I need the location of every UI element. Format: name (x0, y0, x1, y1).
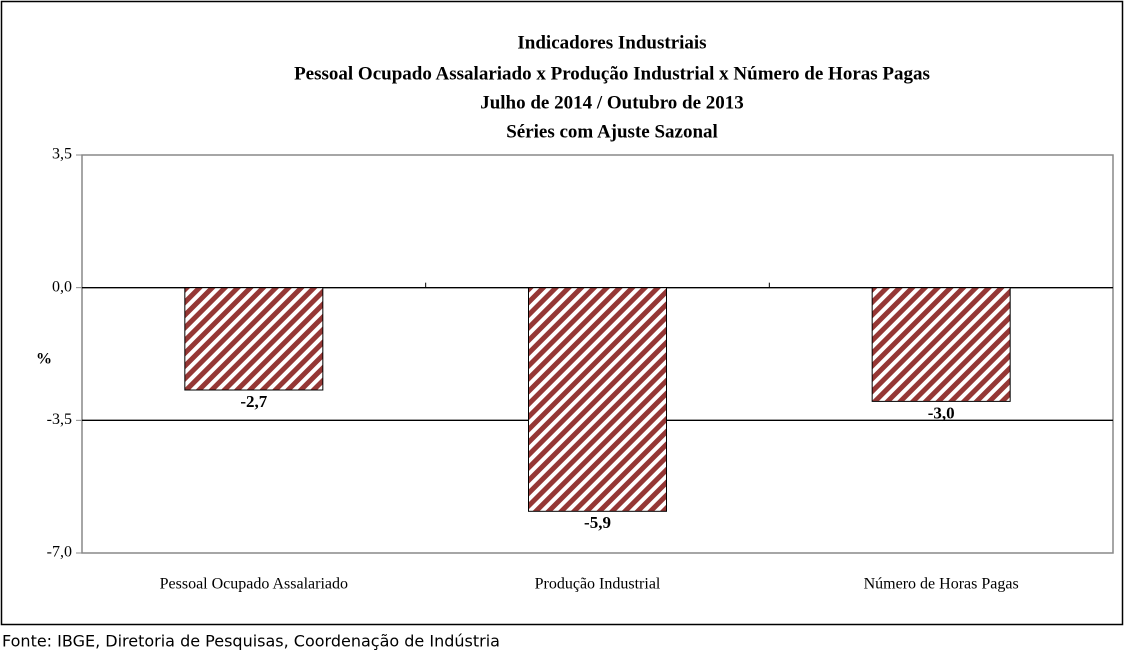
bar (528, 287, 667, 512)
value-label: -2,7 (240, 392, 267, 411)
y-tick-label: 3,5 (52, 146, 72, 163)
x-tick-label: Pessoal Ocupado Assalariado (160, 576, 348, 593)
plot-area (81, 154, 1114, 554)
y-tick-label: -7,0 (47, 544, 72, 561)
value-label: -5,9 (584, 513, 611, 532)
y-axis-label: % (36, 351, 52, 368)
chart-title: Indicadores Industriais (517, 32, 706, 53)
y-tick-label: -3,5 (47, 411, 72, 428)
chart-title: Séries com Ajuste Sazonal (506, 121, 718, 142)
source-note: Fonte: IBGE, Diretoria de Pesquisas, Coo… (2, 632, 500, 651)
x-tick-label: Produção Industrial (535, 576, 661, 593)
chart-frame (0, 0, 1124, 626)
chart-title: Pessoal Ocupado Assalariado x Produção I… (294, 63, 930, 84)
bar (184, 287, 324, 391)
value-label: -3,0 (928, 403, 955, 422)
y-tick-label: 0,0 (52, 278, 72, 295)
chart-title: Julho de 2014 / Outubro de 2013 (480, 92, 744, 113)
bar (871, 287, 1011, 402)
x-tick-label: Número de Horas Pagas (864, 576, 1019, 593)
